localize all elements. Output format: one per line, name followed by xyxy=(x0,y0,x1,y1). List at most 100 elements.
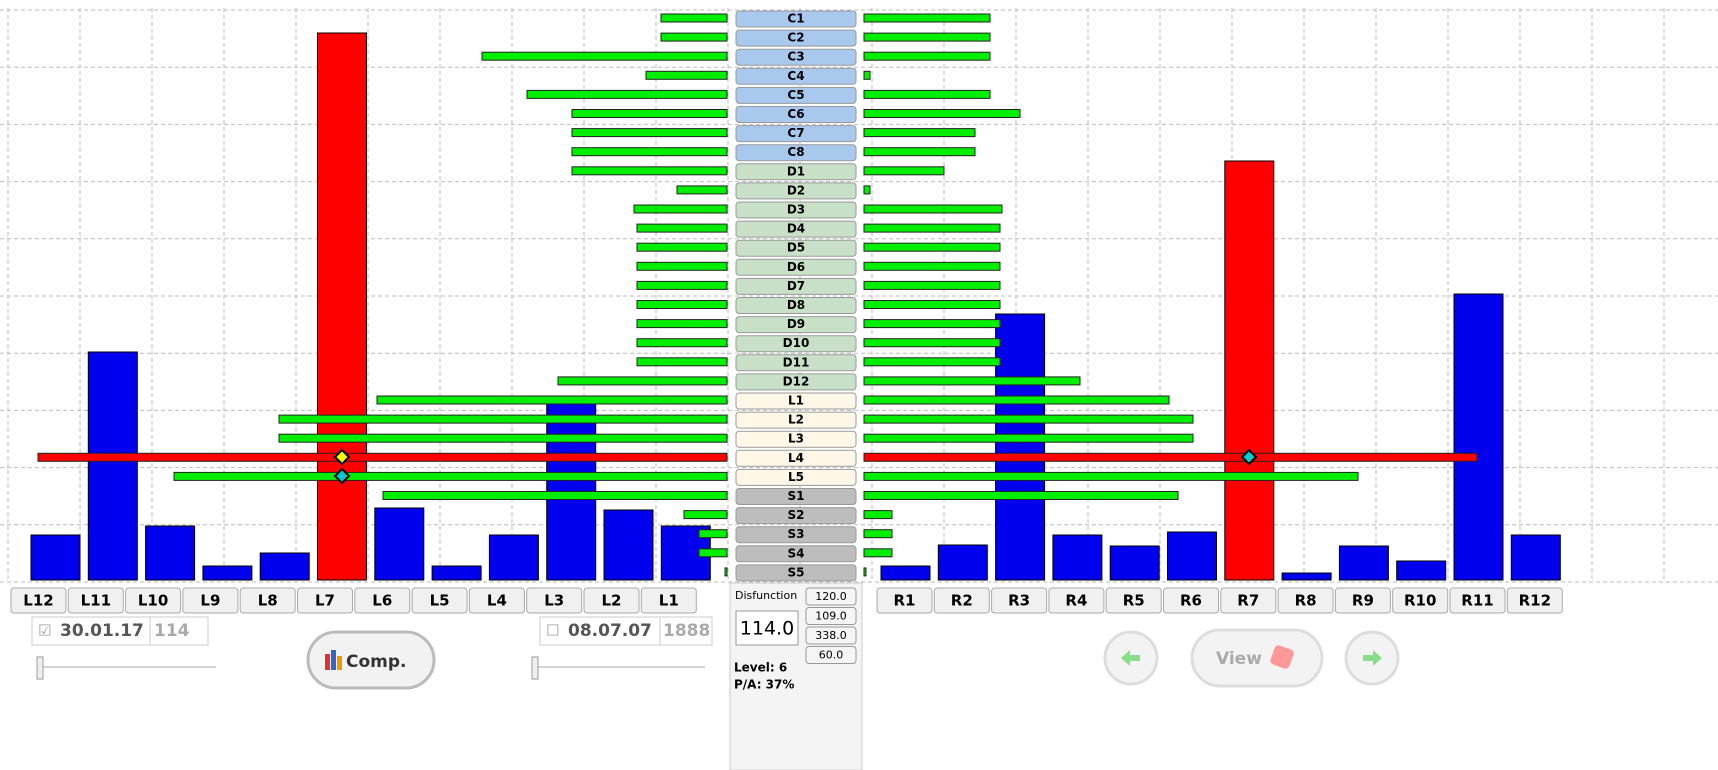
segment-label: L6 xyxy=(372,592,392,610)
segment-button[interactable] xyxy=(1506,587,1563,614)
vertebra-box[interactable] xyxy=(735,201,857,219)
vertebra-box[interactable] xyxy=(735,10,857,28)
vertebra-box[interactable] xyxy=(735,297,857,314)
reading: 120.0 xyxy=(815,590,847,603)
vertebra-box[interactable] xyxy=(735,239,857,257)
vertebra-box[interactable] xyxy=(735,86,857,104)
bar xyxy=(1396,560,1447,581)
right-bar xyxy=(863,109,1021,118)
compare-button[interactable] xyxy=(306,630,436,690)
slider2-thumb[interactable] xyxy=(531,656,539,680)
vertebra-label: D3 xyxy=(787,203,805,217)
vertebra-box[interactable] xyxy=(735,125,857,143)
segment-button[interactable] xyxy=(1220,587,1277,614)
segment-button[interactable] xyxy=(10,587,67,614)
vertebra-label: D11 xyxy=(783,355,810,369)
left-bar xyxy=(481,51,728,61)
vertebra-box[interactable] xyxy=(735,258,857,276)
left-bar xyxy=(636,223,728,233)
vertebra-box[interactable] xyxy=(735,67,857,85)
segment-button[interactable] xyxy=(1163,587,1219,614)
vertebra-box[interactable] xyxy=(735,220,857,238)
checkbox[interactable]: ☐ xyxy=(546,622,559,640)
vertebra-box[interactable] xyxy=(735,277,857,295)
bar xyxy=(202,565,253,581)
segment-button[interactable] xyxy=(411,587,468,614)
segment-button[interactable] xyxy=(991,587,1048,614)
left-bar xyxy=(571,109,728,118)
left-bar xyxy=(633,204,728,214)
right-bar xyxy=(863,204,1003,214)
vertebra-box[interactable] xyxy=(735,545,857,563)
segment-button[interactable] xyxy=(526,587,583,614)
vertebra-box[interactable] xyxy=(735,48,857,66)
vertebra-box[interactable] xyxy=(735,182,857,200)
vertebra-box[interactable] xyxy=(735,430,857,448)
segment-button[interactable] xyxy=(1392,587,1449,614)
segment-button[interactable] xyxy=(640,587,697,614)
bar xyxy=(30,534,81,581)
segment-button[interactable] xyxy=(583,587,640,614)
vertebra-box[interactable] xyxy=(735,335,857,353)
left-bar xyxy=(173,471,728,481)
segment-label: R12 xyxy=(1519,592,1551,610)
marker xyxy=(333,467,351,485)
segment-button[interactable] xyxy=(876,587,933,614)
segment-button[interactable] xyxy=(297,587,353,614)
bar xyxy=(1167,531,1217,581)
date1-box[interactable] xyxy=(31,616,151,646)
left-bar xyxy=(645,70,728,80)
slider1-thumb[interactable] xyxy=(36,656,44,680)
view-button[interactable] xyxy=(1190,628,1324,688)
vertebra-box[interactable] xyxy=(735,163,857,181)
reading-box xyxy=(805,607,857,625)
vertebra-box[interactable] xyxy=(735,449,857,467)
right-bar xyxy=(863,510,893,520)
right-bar xyxy=(863,452,1478,462)
right-bar xyxy=(863,414,1194,424)
vertebra-box[interactable] xyxy=(735,106,857,123)
grid xyxy=(0,8,1718,583)
segment-button[interactable] xyxy=(239,587,296,614)
vertebra-box[interactable] xyxy=(735,411,857,429)
vertebra-box[interactable] xyxy=(735,468,857,486)
view-label: View xyxy=(1216,649,1262,669)
bar xyxy=(317,32,367,581)
vertebra-label: S5 xyxy=(788,565,805,579)
segment-button[interactable] xyxy=(1334,587,1391,614)
date2-box[interactable] xyxy=(539,616,661,646)
right-bar xyxy=(863,357,1001,367)
reading: 338.0 xyxy=(815,629,847,642)
reading-box xyxy=(805,587,857,606)
vertebra-box[interactable] xyxy=(735,392,857,410)
vertebra-box[interactable] xyxy=(735,564,857,582)
vertebra-box[interactable] xyxy=(735,354,857,372)
vertebra-box[interactable] xyxy=(735,526,857,544)
checkbox[interactable]: ☑ xyxy=(38,622,51,640)
reading-box xyxy=(805,646,857,664)
right-bar xyxy=(863,433,1194,443)
segment-button[interactable] xyxy=(67,587,124,614)
vertebra-box[interactable] xyxy=(735,316,857,334)
segment-button[interactable] xyxy=(933,587,990,614)
arrow-left xyxy=(1121,650,1140,666)
right-bar xyxy=(863,338,1001,348)
vertebra-box[interactable] xyxy=(735,29,857,47)
segment-button[interactable] xyxy=(1277,587,1334,614)
left-bar xyxy=(636,261,728,271)
vertebra-label: S3 xyxy=(788,527,805,541)
segment-button[interactable] xyxy=(182,587,239,614)
bar xyxy=(488,534,539,581)
vertebra-box[interactable] xyxy=(735,373,857,391)
segment-button[interactable] xyxy=(354,587,411,614)
segment-button[interactable] xyxy=(125,587,182,614)
segment-button[interactable] xyxy=(468,587,525,614)
left-bar xyxy=(636,357,728,367)
vertebra-box[interactable] xyxy=(735,144,857,162)
segment-button[interactable] xyxy=(1105,587,1162,614)
vertebra-box[interactable] xyxy=(735,488,857,505)
segment-button[interactable] xyxy=(1449,587,1506,614)
disfunction-label: Disfunction xyxy=(735,589,797,602)
segment-button[interactable] xyxy=(1048,587,1105,614)
vertebra-box[interactable] xyxy=(735,507,857,525)
